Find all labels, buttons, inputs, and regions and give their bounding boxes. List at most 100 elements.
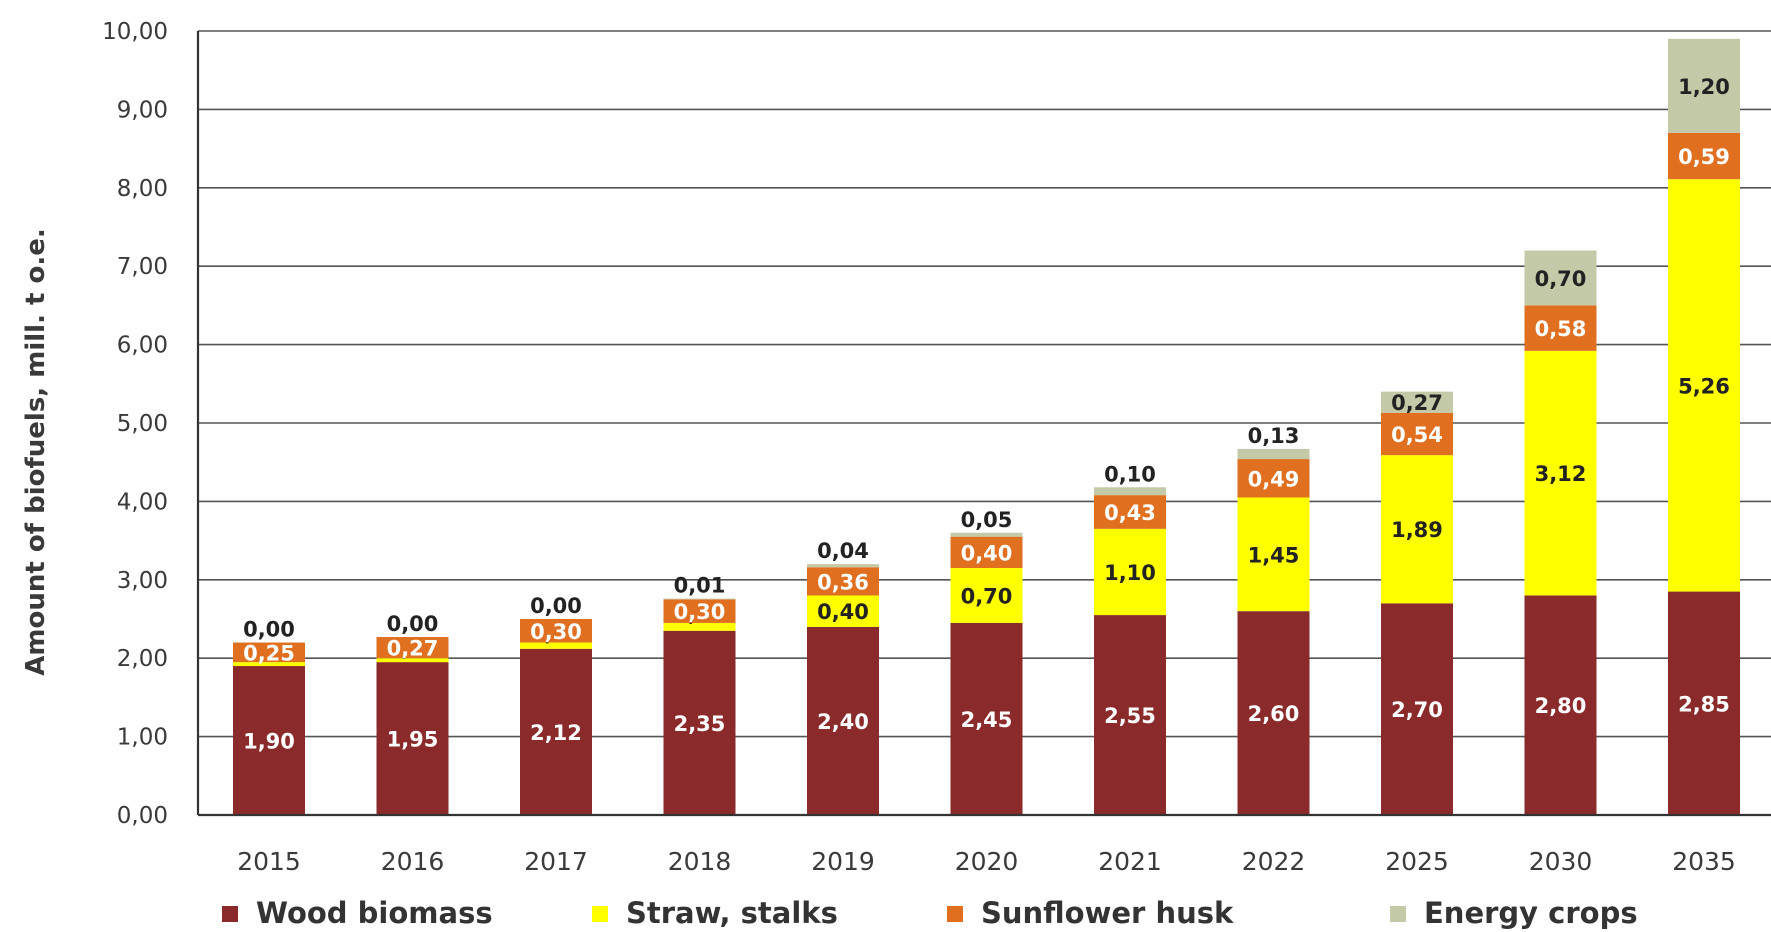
legend-swatch bbox=[1390, 906, 1406, 922]
data-label: 0,13 bbox=[1248, 424, 1300, 448]
data-label: 2,85 bbox=[1678, 692, 1730, 716]
bar-segment bbox=[520, 642, 592, 649]
bar-segment bbox=[1381, 391, 1453, 413]
y-tick-label: 5,00 bbox=[117, 411, 168, 437]
data-label: 0,43 bbox=[1104, 501, 1156, 525]
x-tick-label: 2016 bbox=[381, 847, 445, 876]
data-label: 0,27 bbox=[387, 637, 439, 661]
x-tick-label: 2020 bbox=[955, 847, 1019, 876]
data-label: 0,36 bbox=[817, 570, 869, 594]
bar-segment bbox=[663, 598, 736, 600]
data-label: 0,27 bbox=[1391, 391, 1443, 415]
bar-segment bbox=[950, 536, 1023, 569]
legend-label: Energy crops bbox=[1424, 896, 1638, 930]
data-label: 1,10 bbox=[1104, 561, 1156, 585]
bar-segment bbox=[520, 648, 592, 815]
y-tick-label: 1,00 bbox=[117, 725, 168, 751]
bar-segment bbox=[1668, 38, 1740, 133]
data-label: 0,58 bbox=[1535, 317, 1587, 341]
bar-segment bbox=[1237, 448, 1310, 460]
data-label: 1,89 bbox=[1391, 518, 1443, 542]
bar-segment bbox=[663, 622, 736, 631]
bar-segment bbox=[807, 567, 879, 596]
bar-segment bbox=[1094, 495, 1166, 529]
data-label: 0,00 bbox=[530, 594, 582, 618]
data-label: 0,25 bbox=[243, 641, 295, 665]
gridlines bbox=[198, 30, 1771, 738]
data-label: 0,05 bbox=[961, 508, 1013, 532]
legend-swatch bbox=[947, 906, 963, 922]
y-tick-label: 3,00 bbox=[117, 568, 168, 594]
data-label: 3,12 bbox=[1535, 462, 1587, 486]
bar-segment bbox=[233, 666, 305, 815]
x-tick-label: 2017 bbox=[524, 847, 588, 876]
bar-segment bbox=[520, 619, 592, 643]
bar-segment bbox=[1094, 615, 1166, 815]
bar-segment bbox=[663, 630, 736, 815]
data-label: 0,04 bbox=[817, 539, 869, 563]
data-label: 2,55 bbox=[1104, 704, 1156, 728]
data-label: 0,30 bbox=[674, 600, 726, 624]
data-label: 0,40 bbox=[961, 541, 1013, 565]
y-tick-label: 7,00 bbox=[117, 254, 168, 280]
x-tick-label: 2015 bbox=[237, 847, 301, 876]
data-label: 0,30 bbox=[530, 620, 582, 644]
y-tick-label: 10,00 bbox=[102, 19, 168, 45]
data-label: 2,35 bbox=[674, 712, 726, 736]
data-label: 5,26 bbox=[1678, 374, 1730, 398]
x-tick-label: 2019 bbox=[811, 847, 875, 876]
data-label: 1,20 bbox=[1678, 75, 1730, 99]
data-label: 0,01 bbox=[674, 574, 726, 598]
bar-segment bbox=[1381, 603, 1453, 815]
x-tick-label: 2018 bbox=[668, 847, 732, 876]
legend-swatch bbox=[592, 906, 608, 922]
bar-segment bbox=[1381, 455, 1453, 604]
y-tick-label: 4,00 bbox=[117, 489, 168, 515]
data-label: 0,70 bbox=[961, 584, 1013, 608]
data-label: 0,00 bbox=[243, 618, 295, 642]
data-label: 2,70 bbox=[1391, 698, 1443, 722]
bar-segment bbox=[1524, 595, 1597, 815]
x-tick-label: 2025 bbox=[1385, 847, 1449, 876]
bar-segment bbox=[376, 637, 449, 659]
y-axis-label: Amount of biofuels, mill. t o.e. bbox=[21, 228, 51, 675]
legend-label: Straw, stalks bbox=[626, 896, 838, 930]
bars: 1,900,050,250,001,950,050,270,002,120,08… bbox=[233, 38, 1740, 815]
data-label: 0,59 bbox=[1678, 145, 1730, 169]
x-tick-label: 2022 bbox=[1242, 847, 1306, 876]
data-label: 2,45 bbox=[961, 708, 1013, 732]
legend-swatch bbox=[222, 906, 238, 922]
bar-segment bbox=[376, 662, 449, 815]
bar-segment bbox=[1094, 487, 1166, 496]
x-tick-label: 2021 bbox=[1098, 847, 1162, 876]
bar-segment bbox=[1524, 305, 1597, 351]
data-label: 0,49 bbox=[1248, 467, 1300, 491]
bar-segment bbox=[950, 568, 1023, 623]
data-label: 1,45 bbox=[1248, 543, 1300, 567]
data-label: 0,00 bbox=[387, 612, 439, 636]
legend-label: Sunflower husk bbox=[981, 896, 1234, 930]
bar-segment bbox=[1524, 350, 1597, 596]
data-label: 0,10 bbox=[1104, 462, 1156, 486]
bar-segment bbox=[1381, 412, 1453, 456]
bar-segment bbox=[1668, 132, 1740, 180]
legend-label: Wood biomass bbox=[256, 896, 493, 930]
y-tick-label: 8,00 bbox=[117, 176, 168, 202]
data-label: 1,90 bbox=[243, 730, 295, 754]
y-tick-label: 0,00 bbox=[117, 803, 168, 829]
bar-segment bbox=[663, 599, 736, 623]
data-label: 1,95 bbox=[387, 728, 439, 752]
data-label: 0,54 bbox=[1391, 423, 1443, 447]
bar-segment bbox=[807, 564, 879, 568]
bar-segment bbox=[950, 622, 1023, 815]
legend: Wood biomass Straw, stalks Sunflower husk E… bbox=[222, 896, 1638, 930]
y-tick-label: 2,00 bbox=[117, 646, 168, 672]
bar-segment bbox=[376, 658, 449, 663]
bar-segment bbox=[1094, 528, 1166, 616]
bar-segment bbox=[1524, 250, 1597, 306]
x-tick-label: 2030 bbox=[1529, 847, 1593, 876]
bar-segment bbox=[1237, 611, 1310, 815]
data-label: 2,60 bbox=[1248, 702, 1300, 726]
bar-segment bbox=[233, 642, 305, 663]
